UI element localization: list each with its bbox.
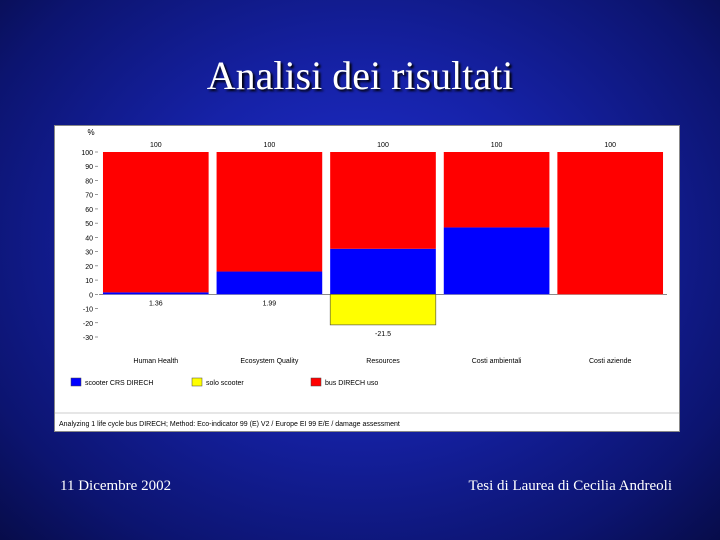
y-tick-label: 100 bbox=[81, 150, 93, 157]
bar-segment bbox=[216, 271, 323, 295]
bar-segment bbox=[330, 152, 436, 249]
bar-top-label: 100 bbox=[377, 142, 389, 149]
x-category-label: Ecosystem Quality bbox=[240, 358, 298, 365]
bar-bottom-label: 1.36 bbox=[149, 300, 163, 307]
y-tick-label: 90 bbox=[85, 164, 93, 171]
y-tick-label: 40 bbox=[85, 235, 93, 242]
footer-author: Tesi di Laurea di Cecilia Andreoli bbox=[468, 478, 672, 494]
bar-segment bbox=[443, 227, 550, 295]
y-tick-label: 60 bbox=[85, 207, 93, 214]
y-tick-label: 70 bbox=[85, 193, 93, 200]
slide-title: Analisi dei risultati bbox=[206, 53, 514, 98]
bar-top-label: 100 bbox=[491, 142, 503, 149]
bar-segment bbox=[102, 152, 209, 293]
legend-label: bus DIRECH uso bbox=[325, 380, 378, 387]
x-category-label: Resources bbox=[366, 358, 400, 365]
y-axis-label: % bbox=[87, 128, 94, 137]
bar-segment bbox=[557, 152, 664, 295]
bar-top-label: 100 bbox=[150, 142, 162, 149]
bar-bottom-label: 1.99 bbox=[263, 300, 277, 307]
bar-segment bbox=[216, 152, 323, 272]
legend-swatch bbox=[70, 377, 82, 387]
y-tick-label: -30 bbox=[83, 335, 93, 342]
bar-segment bbox=[443, 152, 550, 228]
legend-label: solo scooter bbox=[206, 380, 244, 387]
x-category-label: Human Health bbox=[133, 358, 178, 365]
footer-date: 11 Dicembre 2002 bbox=[60, 478, 172, 494]
bar-segment bbox=[102, 292, 209, 295]
y-tick-label: 50 bbox=[85, 221, 93, 228]
bar-segment bbox=[330, 248, 436, 295]
y-tick-label: 20 bbox=[85, 264, 93, 271]
legend-swatch bbox=[310, 377, 322, 387]
chart-panel: % 100 90 80 70 60 50 40 30 20 10 0 -10 -20 -30 100 1.36 H… bbox=[54, 125, 680, 432]
x-category-label: Costi ambientali bbox=[472, 358, 522, 365]
y-tick-label: -20 bbox=[83, 321, 93, 328]
y-tick-label: 30 bbox=[85, 250, 93, 257]
y-tick-label: 10 bbox=[85, 278, 93, 285]
legend-swatch bbox=[191, 377, 203, 387]
y-tick-label: 0 bbox=[89, 292, 93, 299]
chart-footnote: Analyzing 1 life cycle bus DIRECH; Metho… bbox=[59, 421, 400, 428]
bar-top-label: 100 bbox=[604, 142, 616, 149]
y-tick-label: 80 bbox=[85, 178, 93, 185]
bar-segment bbox=[329, 294, 437, 326]
y-tick-label: -10 bbox=[83, 307, 93, 314]
x-category-label: Costi aziende bbox=[589, 358, 632, 365]
bar-top-label: 100 bbox=[264, 142, 276, 149]
stacked-bar-chart: %1009080706050403020100-10-20-301001.36H… bbox=[55, 128, 679, 428]
bar-bottom-label: -21.5 bbox=[375, 331, 391, 338]
legend-label: scooter CRS DIRECH bbox=[85, 380, 153, 387]
